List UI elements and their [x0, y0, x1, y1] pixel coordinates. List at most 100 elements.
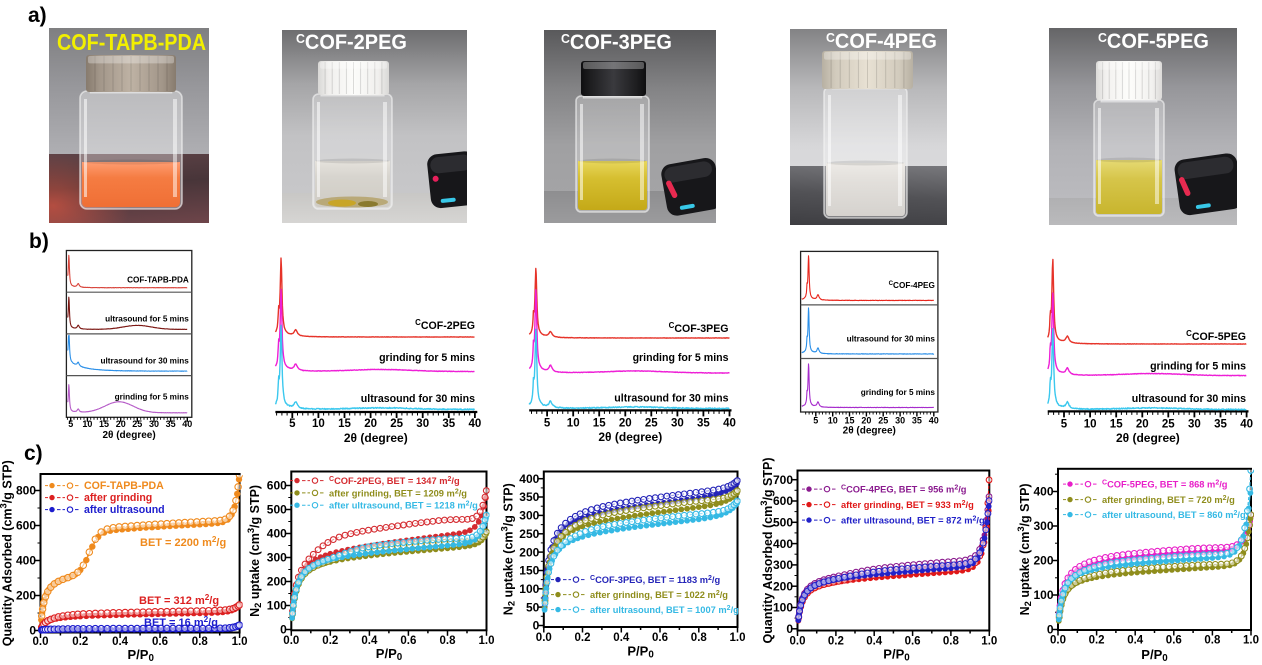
- svg-text:grinding for 5 mins: grinding for 5 mins: [1150, 361, 1246, 373]
- svg-text:30: 30: [895, 416, 905, 426]
- svg-text:after ultrasound, BET = 1218 m: after ultrasound, BET = 1218 m2/g: [329, 500, 478, 511]
- svg-text:1.0: 1.0: [1243, 635, 1259, 647]
- svg-text:20: 20: [861, 416, 871, 426]
- svg-text:100: 100: [519, 582, 539, 596]
- svg-text:CCOF-3PEG: CCOF-3PEG: [669, 321, 729, 336]
- svg-text:0.4: 0.4: [361, 635, 378, 647]
- svg-text:0.0: 0.0: [536, 632, 552, 644]
- svg-text:BET = 2200 m2/g: BET = 2200 m2/g: [140, 535, 226, 550]
- svg-text:ultrasound for 30 mins: ultrasound for 30 mins: [101, 357, 190, 366]
- svg-text:200: 200: [1033, 554, 1053, 568]
- svg-text:150: 150: [519, 564, 539, 578]
- svg-text:20: 20: [619, 418, 632, 430]
- svg-text:grinding for 5 mins: grinding for 5 mins: [861, 388, 936, 397]
- svg-text:300: 300: [773, 558, 793, 572]
- svg-text:CCOF-2PEG, BET = 1347 m2/g: CCOF-2PEG, BET = 1347 m2/g: [329, 476, 460, 487]
- svg-text:0.4: 0.4: [866, 636, 883, 648]
- svg-text:30: 30: [671, 418, 684, 430]
- svg-text:P/P0: P/P0: [376, 646, 403, 663]
- svg-text:0.8: 0.8: [943, 636, 960, 648]
- svg-text:CCOF-5PEG: CCOF-5PEG: [1186, 329, 1246, 344]
- svg-text:P/P0: P/P0: [627, 644, 654, 661]
- svg-text:300: 300: [1033, 519, 1053, 533]
- svg-text:0.4: 0.4: [613, 632, 630, 644]
- svg-text:250: 250: [519, 527, 539, 541]
- svg-text:0.6: 0.6: [152, 636, 168, 648]
- svg-text:0: 0: [533, 619, 540, 633]
- svg-text:0.6: 0.6: [905, 636, 921, 648]
- svg-text:20: 20: [1136, 419, 1149, 431]
- svg-text:Quantity Adsorbed (cm3/g STP): Quantity Adsorbed (cm3/g STP): [0, 460, 15, 646]
- svg-text:350: 350: [519, 490, 539, 504]
- svg-text:COF-TAPB-PDA: COF-TAPB-PDA: [84, 480, 164, 492]
- svg-text:5: 5: [544, 418, 551, 430]
- svg-text:0.8: 0.8: [192, 636, 209, 648]
- svg-text:800: 800: [16, 484, 36, 498]
- svg-text:0.0: 0.0: [1050, 635, 1066, 647]
- svg-text:15: 15: [844, 416, 854, 426]
- svg-text:0.2: 0.2: [1089, 635, 1105, 647]
- svg-text:10: 10: [82, 419, 92, 429]
- svg-text:after grinding, BET = 933 m2/g: after grinding, BET = 933 m2/g: [841, 500, 974, 511]
- svg-text:30: 30: [416, 418, 429, 430]
- svg-text:30: 30: [149, 419, 159, 429]
- svg-text:400: 400: [773, 537, 793, 551]
- svg-text:400: 400: [16, 554, 36, 568]
- svg-text:0.2: 0.2: [575, 632, 591, 644]
- svg-text:Quantity Adsorbed (cm3/g STP): Quantity Adsorbed (cm3/g STP): [758, 457, 776, 643]
- svg-text:ultrasound for 5 mins: ultrasound for 5 mins: [105, 315, 189, 324]
- svg-text:500: 500: [773, 516, 793, 530]
- svg-text:25: 25: [1162, 419, 1175, 431]
- svg-text:0.4: 0.4: [1127, 635, 1144, 647]
- svg-text:0.6: 0.6: [400, 635, 416, 647]
- svg-text:0: 0: [29, 624, 36, 638]
- svg-text:700: 700: [773, 473, 793, 487]
- svg-text:40: 40: [723, 418, 736, 430]
- svg-text:1.0: 1.0: [730, 632, 746, 644]
- svg-text:0.2: 0.2: [322, 635, 338, 647]
- svg-text:100: 100: [267, 599, 287, 613]
- svg-text:after grinding, BET = 720 m2/g: after grinding, BET = 720 m2/g: [1102, 495, 1235, 506]
- svg-text:N2 uptake (cm3/g STP): N2 uptake (cm3/g STP): [1015, 483, 1033, 615]
- svg-text:50: 50: [526, 600, 540, 614]
- svg-text:N2 uptake (cm3/g STP): N2 uptake (cm3/g STP): [498, 483, 516, 615]
- svg-text:20: 20: [116, 419, 126, 429]
- svg-text:ultrasound for 30 mins: ultrasound for 30 mins: [614, 393, 728, 405]
- svg-text:600: 600: [267, 479, 287, 493]
- svg-text:0.2: 0.2: [828, 636, 844, 648]
- svg-text:600: 600: [16, 519, 36, 533]
- svg-text:ultrasound for 30 mins: ultrasound for 30 mins: [1132, 393, 1246, 405]
- svg-text:0.8: 0.8: [691, 632, 708, 644]
- svg-text:0.6: 0.6: [652, 632, 668, 644]
- svg-text:400: 400: [1033, 485, 1053, 499]
- svg-text:200: 200: [773, 579, 793, 593]
- svg-text:0.4: 0.4: [112, 636, 129, 648]
- svg-text:200: 200: [16, 589, 36, 603]
- svg-text:40: 40: [1240, 419, 1253, 431]
- svg-text:600: 600: [773, 494, 793, 508]
- svg-text:40: 40: [469, 418, 482, 430]
- svg-text:after grinding, BET = 1022 m2/: after grinding, BET = 1022 m2/g: [590, 590, 728, 601]
- svg-text:CCOF-2PEG: CCOF-2PEG: [415, 318, 475, 333]
- svg-text:10: 10: [1084, 419, 1097, 431]
- svg-text:CCOF-3PEG, BET = 1183 m2/g: CCOF-3PEG, BET = 1183 m2/g: [590, 575, 720, 586]
- svg-text:10: 10: [312, 418, 325, 430]
- svg-text:2θ (degree): 2θ (degree): [344, 431, 408, 445]
- svg-text:0.0: 0.0: [283, 635, 299, 647]
- svg-text:BET = 312 m2/g: BET = 312 m2/g: [139, 593, 219, 608]
- svg-text:40: 40: [182, 419, 192, 429]
- svg-text:2θ (degree): 2θ (degree): [843, 426, 896, 437]
- svg-text:15: 15: [1110, 419, 1123, 431]
- svg-text:2θ (degree): 2θ (degree): [1116, 431, 1180, 445]
- svg-text:30: 30: [1188, 419, 1201, 431]
- svg-text:P/P0: P/P0: [1141, 647, 1168, 664]
- svg-text:0.8: 0.8: [1204, 635, 1221, 647]
- svg-text:300: 300: [267, 551, 287, 565]
- svg-text:ultrasound for 30 mins: ultrasound for 30 mins: [361, 393, 475, 405]
- svg-text:35: 35: [912, 416, 922, 426]
- svg-text:400: 400: [519, 472, 539, 486]
- svg-text:N2 uptake (cm3/g STP): N2 uptake (cm3/g STP): [245, 485, 263, 617]
- svg-text:15: 15: [338, 418, 351, 430]
- svg-text:35: 35: [442, 418, 455, 430]
- svg-text:after ultrasound, BET = 872 m2: after ultrasound, BET = 872 m2/g: [841, 515, 985, 526]
